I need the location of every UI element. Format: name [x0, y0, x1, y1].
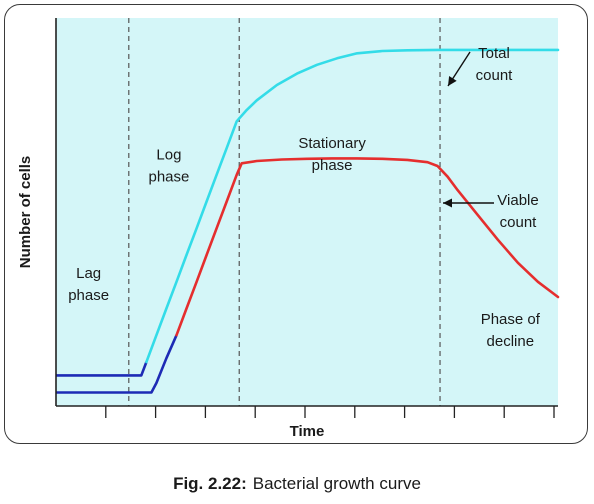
phase-label-line: Stationary — [298, 135, 366, 152]
series-layer — [56, 48, 560, 394]
total-count-line — [145, 48, 560, 364]
phase-label-1: Lag phase — [68, 265, 109, 304]
caption-text: Bacterial growth curve — [252, 474, 421, 493]
total-count-annotation: Total count — [447, 45, 514, 87]
viable-count-label: count — [500, 214, 538, 231]
figure-caption: Fig. 2.22: Bacterial growth curve — [0, 474, 594, 494]
phase-label-line: Log — [156, 147, 181, 164]
axes — [55, 18, 558, 418]
phase-label-line: phase — [149, 169, 190, 186]
phase-dividers — [128, 18, 441, 406]
series-labels: Total count Viable count — [443, 45, 539, 231]
viable-count-annotation: Viable count — [443, 192, 539, 231]
phase-label-3: Stationary phase — [298, 135, 366, 174]
phase-label-line: phase — [312, 157, 353, 174]
viable-count-label: Viable — [497, 192, 538, 209]
figure-number: Fig. 2.22: — [173, 474, 247, 493]
viable-count-line — [175, 157, 560, 337]
x-axis-label: Time — [290, 423, 325, 440]
phase-label-2: Log phase — [149, 147, 190, 186]
phase-label-line: Phase of — [481, 311, 541, 328]
y-axis-label: Number of cells — [17, 156, 34, 269]
total-count-label: count — [476, 67, 514, 84]
total-count-arrowhead — [448, 75, 457, 86]
phase-label-4: Phase of decline — [481, 311, 541, 350]
x-axis-ticks — [105, 406, 555, 418]
phase-label-line: Lag — [76, 265, 101, 282]
phase-label-line: phase — [68, 287, 109, 304]
phase-label-line: decline — [487, 333, 535, 350]
total-count-lag-line — [56, 361, 148, 377]
phase-labels: Lag phase Log phase Stationary phase Phase of d… — [68, 135, 541, 350]
total-count-label: Total — [478, 45, 510, 62]
growth-curve-chart: Number of cells Time LagphaseLogphaseSta… — [17, 18, 560, 440]
viable-count-lag-line — [56, 334, 178, 394]
viable-count-arrowhead — [443, 198, 452, 208]
